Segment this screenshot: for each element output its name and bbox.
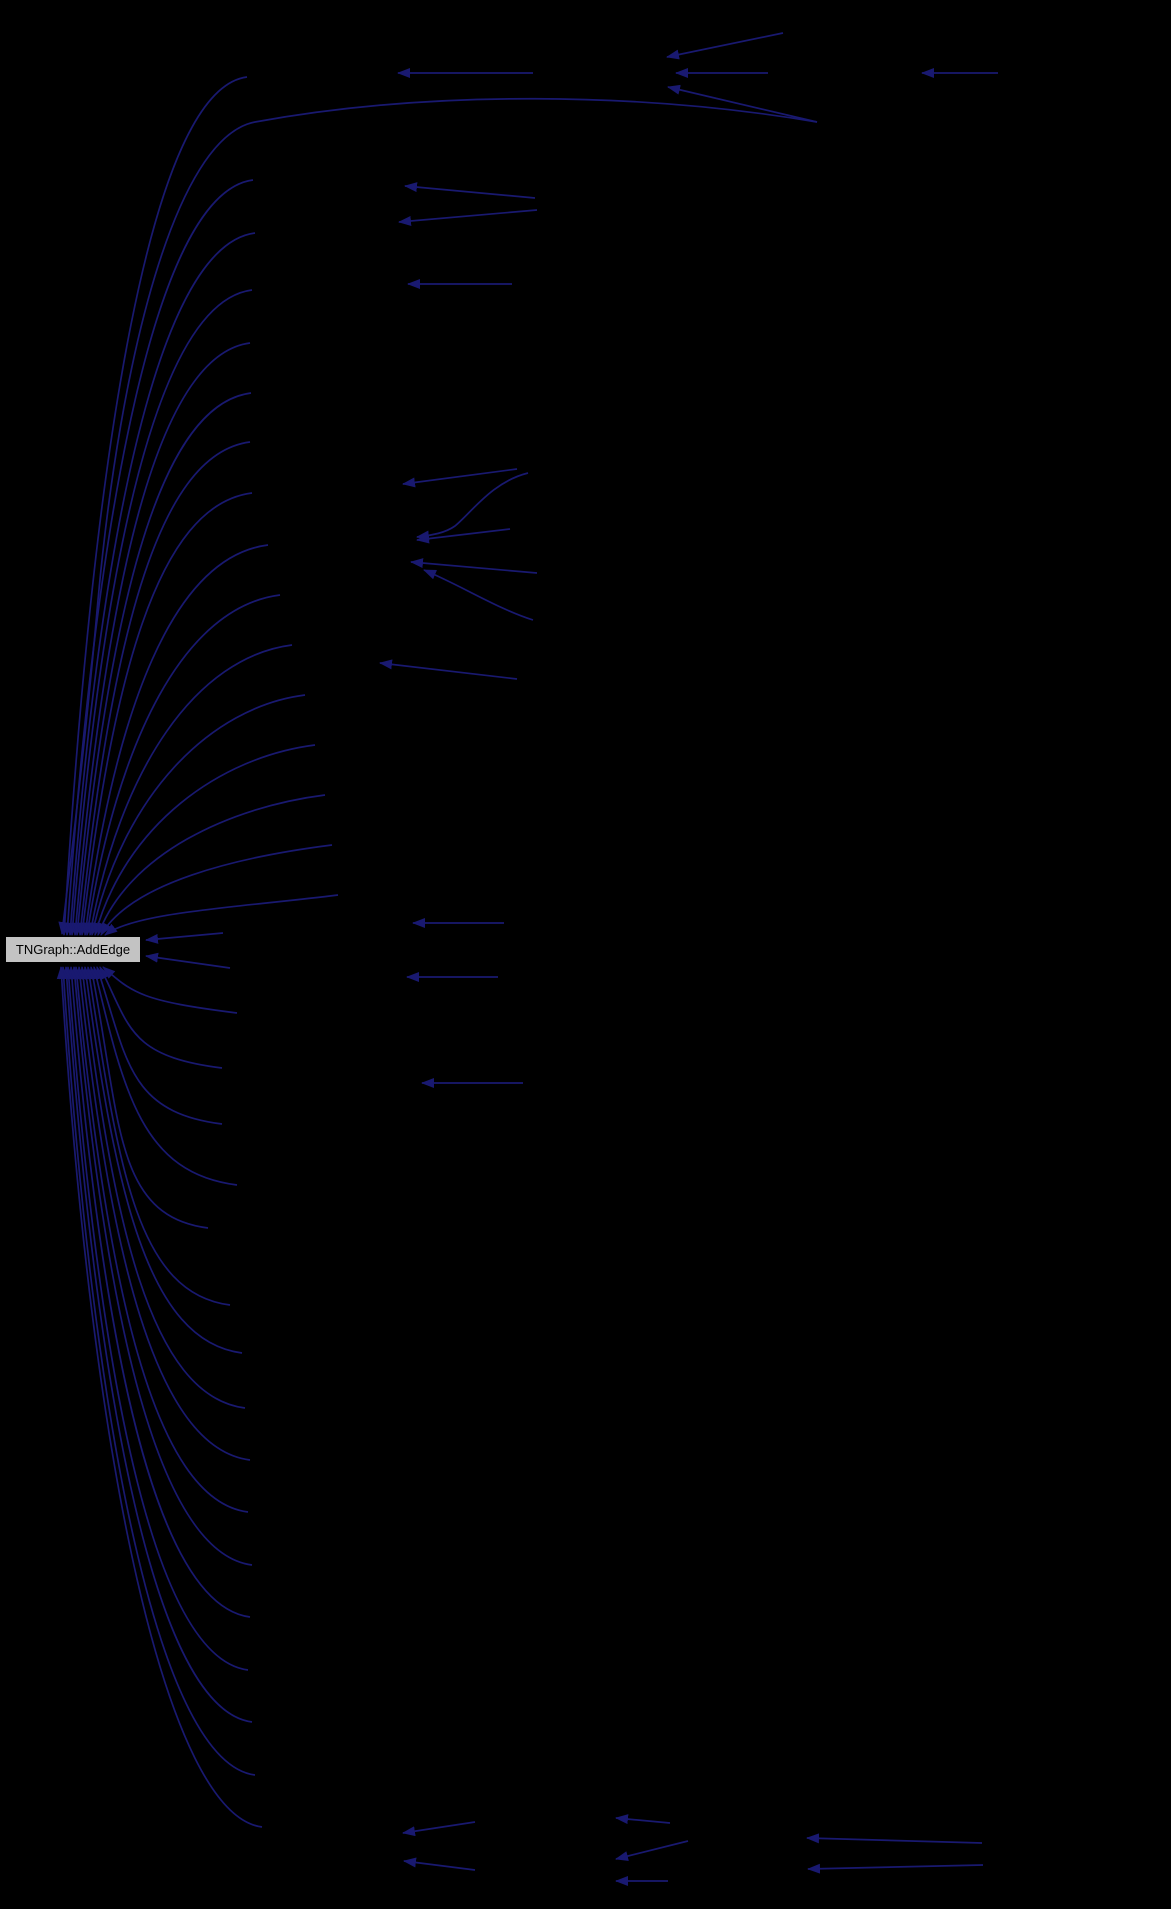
caller-edge bbox=[87, 644, 293, 936]
graph-node-label: TNGraph::AddEdge bbox=[15, 942, 131, 957]
caller-edge bbox=[81, 544, 269, 936]
caller-edge bbox=[96, 966, 223, 1125]
caller-edge bbox=[73, 392, 252, 936]
caller-edge bbox=[59, 76, 248, 936]
caller-edge bbox=[97, 794, 326, 936]
caller-edge bbox=[615, 1840, 689, 1861]
caller-edge bbox=[416, 528, 511, 544]
caller-edge bbox=[410, 558, 538, 574]
caller-edge bbox=[88, 966, 209, 1229]
caller-edge bbox=[58, 97, 818, 935]
caller-edge bbox=[93, 744, 316, 936]
caller-edge bbox=[666, 32, 784, 60]
caller-edge bbox=[104, 894, 339, 936]
caller-edge bbox=[145, 932, 224, 944]
caller-edge bbox=[806, 1833, 983, 1844]
caller-edge bbox=[61, 966, 253, 1723]
caller-edge bbox=[89, 694, 306, 936]
caller-edge bbox=[81, 966, 243, 1354]
graph-node-tngraph-addedge[interactable]: TNGraph::AddEdge bbox=[5, 936, 141, 963]
caller-edge bbox=[75, 966, 251, 1461]
caller-edge bbox=[83, 594, 281, 936]
caller-edge bbox=[402, 468, 518, 488]
caller-edge bbox=[63, 966, 249, 1671]
caller-edge bbox=[58, 966, 256, 1776]
caller-edge bbox=[667, 84, 818, 123]
caller-edge bbox=[102, 966, 238, 1014]
caller-edge bbox=[398, 209, 538, 226]
caller-edge bbox=[76, 441, 251, 936]
caller-edge bbox=[84, 966, 231, 1306]
caller-edge bbox=[78, 492, 253, 936]
edge-group bbox=[56, 32, 998, 1886]
caller-edge bbox=[65, 232, 256, 936]
caller-edge bbox=[379, 659, 518, 680]
caller-edge bbox=[66, 966, 251, 1618]
caller-edge bbox=[145, 952, 231, 969]
caller-edge bbox=[404, 182, 536, 199]
caller-edge bbox=[99, 966, 223, 1069]
caller-edge bbox=[100, 844, 333, 936]
caller-edge bbox=[91, 966, 238, 1186]
caller-edge bbox=[416, 472, 529, 541]
caller-edge bbox=[67, 289, 253, 936]
caller-edge bbox=[70, 966, 253, 1566]
caller-edge bbox=[423, 569, 534, 621]
caller-edge bbox=[403, 1857, 476, 1871]
caller-edge bbox=[78, 966, 246, 1409]
caller-edge bbox=[615, 1814, 671, 1825]
caller-edge bbox=[72, 966, 249, 1513]
caller-edge bbox=[402, 1821, 476, 1837]
caller-edge bbox=[71, 342, 251, 936]
caller-edge bbox=[56, 966, 263, 1828]
caller-edge bbox=[807, 1863, 984, 1874]
